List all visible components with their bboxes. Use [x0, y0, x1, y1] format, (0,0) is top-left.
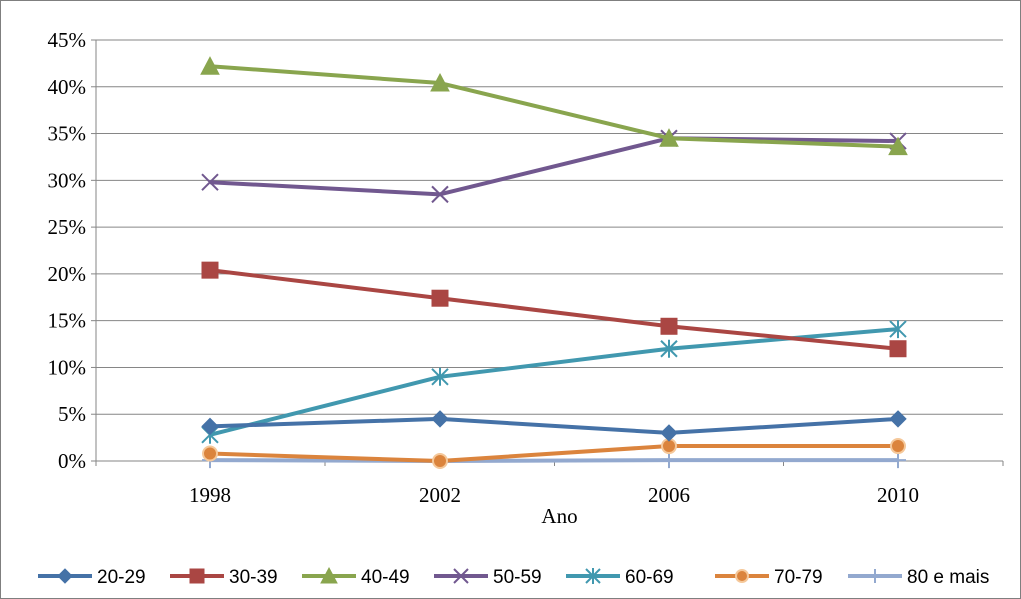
series-line [209, 327, 899, 437]
legend: 20-29 30-39 40-49 50-59 60-69 70-79 80 e mais [38, 566, 989, 588]
legend-item: 70-79 [715, 567, 823, 588]
series-line [209, 136, 899, 197]
data-point-marker [889, 320, 907, 339]
y-tick-label: 45% [48, 28, 87, 52]
data-point-marker [200, 56, 220, 75]
series-line [209, 268, 899, 351]
data-point-marker [660, 317, 678, 335]
series-70-79 [202, 438, 906, 469]
data-point-marker [660, 339, 678, 358]
legend-label: 30-39 [229, 567, 278, 588]
series-line [209, 416, 899, 435]
data-point-marker [890, 452, 906, 469]
series-line [209, 444, 898, 463]
data-point-marker [661, 452, 677, 469]
legend-label: 70-79 [774, 567, 823, 588]
y-tick-label: 30% [48, 168, 87, 192]
legend-item: 60-69 [566, 567, 674, 588]
y-tick-label: 35% [48, 122, 87, 146]
data-point-marker [202, 445, 218, 462]
legend-label: 80 e mais [907, 567, 989, 588]
series-20-29 [201, 410, 907, 442]
x-tick-label: 1998 [189, 483, 231, 507]
data-point-marker [868, 569, 882, 583]
data-point-marker [889, 410, 907, 428]
legend-item: 50-59 [434, 567, 542, 588]
data-point-marker [431, 367, 449, 386]
legend-item: 20-29 [38, 567, 146, 588]
legend-item: 40-49 [302, 566, 410, 588]
data-point-marker [735, 569, 749, 583]
data-point-marker [888, 136, 908, 156]
data-point-marker [201, 261, 219, 279]
data-point-marker [660, 424, 678, 442]
data-point-marker [189, 568, 205, 584]
series-30-39 [201, 261, 907, 358]
data-point-marker [201, 173, 219, 191]
data-point-marker [585, 568, 601, 584]
series-line [209, 64, 899, 149]
data-point-marker [430, 72, 450, 92]
data-point-marker [453, 568, 469, 584]
y-tick-label: 40% [48, 75, 87, 99]
data-point-marker [659, 128, 679, 147]
x-tick-label: 2010 [877, 483, 919, 507]
data-point-marker [889, 340, 907, 358]
series-40-49 [200, 56, 908, 156]
x-tick-label: 2002 [419, 483, 461, 507]
legend-label: 50-59 [493, 567, 542, 588]
data-point-marker [431, 410, 449, 428]
x-axis-title: Ano [541, 504, 577, 528]
gridlines [95, 39, 1003, 461]
data-point-marker [431, 185, 449, 204]
data-point-marker [57, 568, 73, 584]
y-axis-ticks: 0% 5% 10% 15% 20% 25% 30% 35% 40% 45% [48, 28, 96, 473]
data-point-marker [201, 417, 219, 436]
legend-label: 20-29 [97, 567, 146, 588]
data-point-marker [890, 438, 906, 455]
y-tick-label: 20% [48, 262, 87, 286]
data-point-marker [432, 453, 448, 469]
y-tick-label: 25% [48, 215, 87, 239]
data-point-marker [431, 289, 449, 307]
legend-label: 60-69 [625, 567, 674, 588]
legend-label: 40-49 [361, 567, 410, 588]
legend-item: 30-39 [170, 567, 278, 588]
data-point-marker [320, 566, 338, 584]
y-tick-label: 15% [48, 309, 87, 333]
y-tick-label: 5% [58, 402, 86, 426]
x-tick-label: 2006 [648, 483, 690, 507]
y-tick-label: 10% [48, 355, 87, 379]
series-layer [200, 56, 908, 469]
series-line [209, 458, 898, 463]
series-50-59 [201, 129, 907, 204]
x-axis-ticks: 1998 2002 2006 2010 [95, 461, 1004, 507]
y-tick-label: 0% [58, 449, 86, 473]
legend-item: 80 e mais [848, 567, 989, 588]
